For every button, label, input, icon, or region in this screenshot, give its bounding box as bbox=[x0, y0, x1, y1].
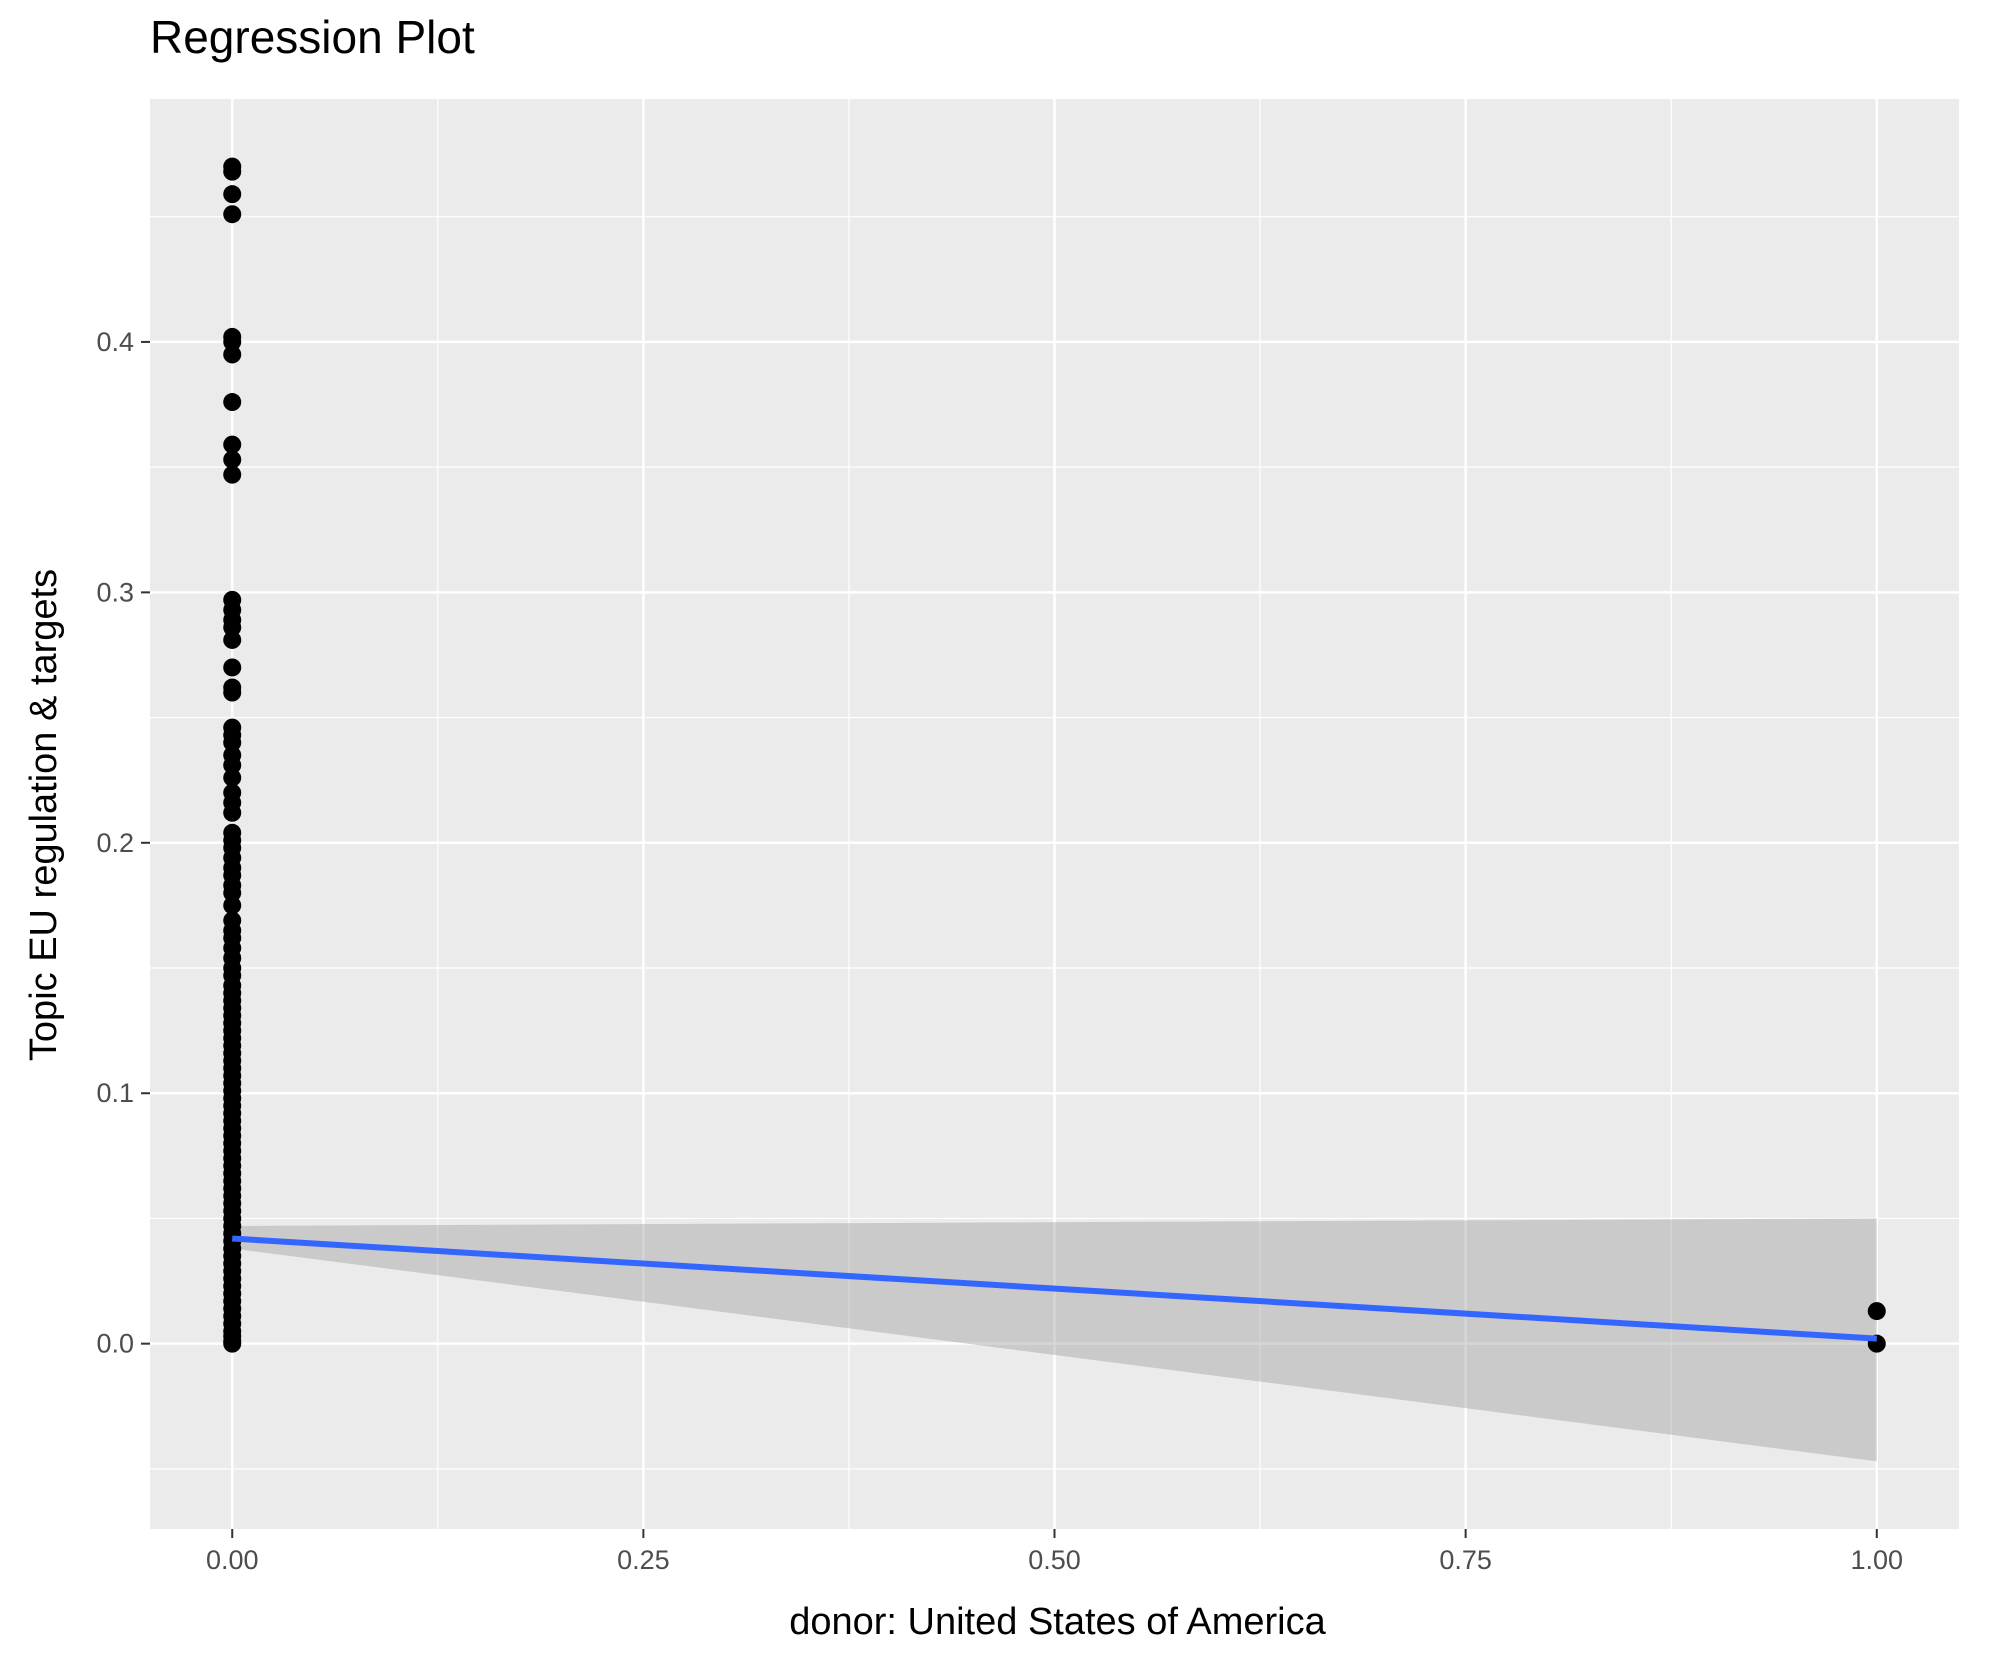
data-point bbox=[223, 332, 242, 351]
data-point bbox=[223, 658, 242, 677]
data-point bbox=[223, 185, 242, 204]
y-axis: 0.0 0.1 0.2 0.3 0.4 bbox=[96, 327, 150, 1359]
y-axis-label: Topic EU regulation & targets bbox=[23, 568, 65, 1062]
data-point bbox=[223, 896, 242, 915]
data-point bbox=[223, 345, 242, 364]
regression-line-layer bbox=[232, 1235, 1877, 1342]
data-point bbox=[223, 618, 242, 637]
data-point bbox=[223, 435, 242, 454]
data-point bbox=[223, 450, 242, 469]
data-point bbox=[223, 756, 242, 775]
data-point bbox=[223, 393, 242, 412]
y-tick-label: 0.4 bbox=[96, 327, 134, 357]
data-point bbox=[223, 883, 242, 902]
regression-line bbox=[232, 1235, 1877, 1342]
y-tick-label: 0.2 bbox=[96, 828, 134, 858]
scatter-points bbox=[223, 157, 1886, 1353]
data-point bbox=[223, 162, 242, 181]
x-tick-label: 0.25 bbox=[617, 1545, 670, 1575]
data-point bbox=[223, 205, 242, 224]
x-tick-label: 0.75 bbox=[1439, 1545, 1492, 1575]
confidence-band bbox=[232, 1218, 1877, 1462]
data-point bbox=[223, 803, 242, 822]
data-point bbox=[223, 630, 242, 649]
x-tick-label: 1.00 bbox=[1850, 1545, 1903, 1575]
x-axis: 0.00 0.25 0.50 0.75 1.00 bbox=[206, 1529, 1903, 1575]
data-point bbox=[223, 733, 242, 752]
data-point bbox=[223, 768, 242, 787]
data-point bbox=[1867, 1302, 1886, 1321]
data-point bbox=[223, 1334, 242, 1353]
x-tick-label: 0.50 bbox=[1028, 1545, 1081, 1575]
x-axis-label: donor: United States of America bbox=[789, 1601, 1326, 1643]
confidence-band-area bbox=[232, 1218, 1877, 1462]
data-point bbox=[223, 465, 242, 484]
data-point bbox=[223, 683, 242, 702]
x-tick-label: 0.00 bbox=[206, 1545, 259, 1575]
chart-title: Regression Plot bbox=[150, 11, 475, 63]
y-tick-label: 0.0 bbox=[96, 1329, 134, 1359]
y-tick-label: 0.1 bbox=[96, 1078, 134, 1108]
y-tick-label: 0.3 bbox=[96, 577, 134, 607]
